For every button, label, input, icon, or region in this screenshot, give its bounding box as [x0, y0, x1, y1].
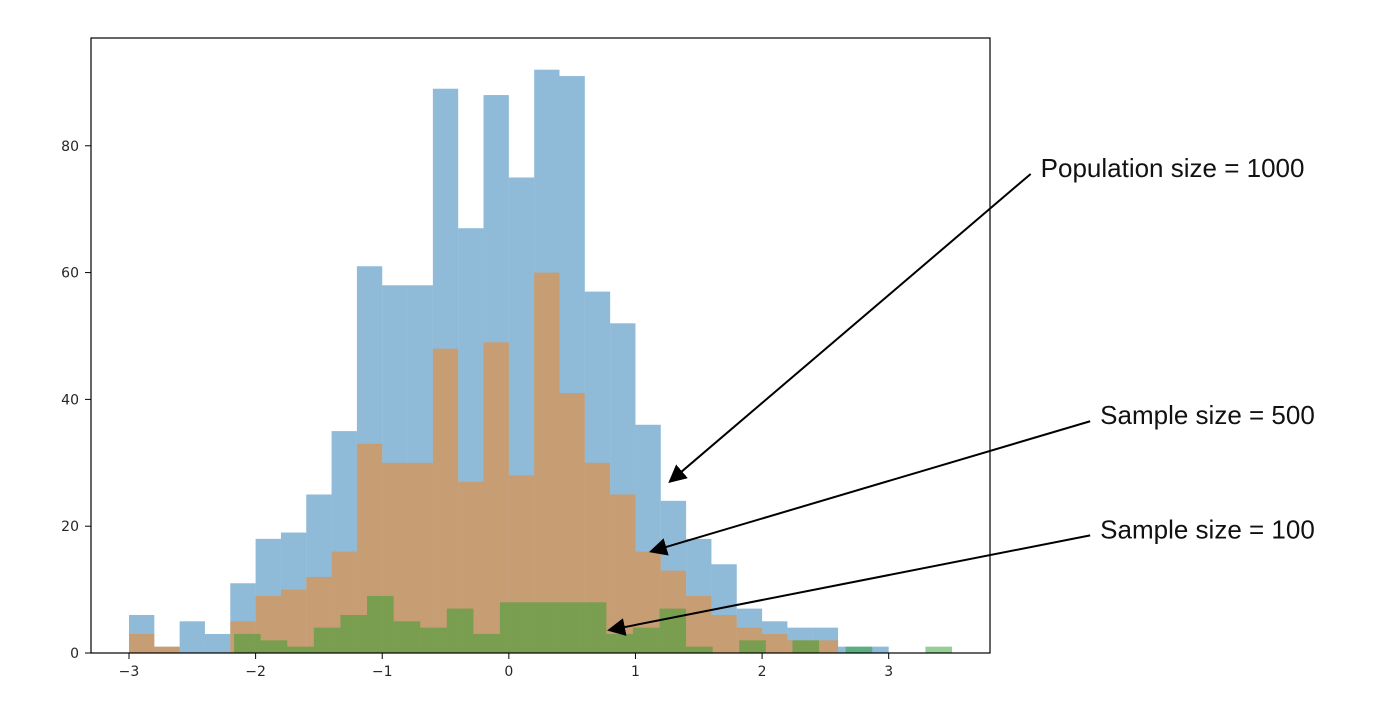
histogram-bar — [925, 646, 953, 653]
histogram-bar — [483, 342, 509, 653]
x-tick-label: −2 — [245, 664, 266, 680]
histogram-bar — [407, 462, 433, 653]
annotation-label: Sample size = 100 — [1100, 514, 1315, 544]
histogram-bar — [606, 633, 633, 653]
histogram-bar — [340, 614, 368, 653]
histogram-bar — [739, 640, 766, 653]
histogram-bar — [432, 348, 459, 653]
histogram-bar — [446, 608, 474, 653]
histogram-bar — [534, 272, 560, 653]
histogram-bar — [393, 621, 421, 653]
y-tick-label: 0 — [70, 646, 79, 662]
histogram-bar — [204, 633, 231, 653]
histogram-bar — [287, 646, 314, 653]
y-tick-label: 20 — [61, 519, 79, 535]
annotation-label: Sample size = 500 — [1100, 400, 1315, 430]
histogram-bar — [526, 602, 554, 653]
plot-frame — [90, 37, 991, 654]
annotation-arrow — [648, 420, 1091, 556]
histogram-bar — [499, 602, 527, 653]
histogram-bar — [792, 640, 820, 653]
histogram-bar — [179, 621, 205, 653]
histogram-bar — [686, 646, 713, 653]
histogram-bar — [128, 633, 155, 653]
histogram-bar — [420, 627, 447, 653]
y-tick-label: 80 — [61, 139, 79, 155]
histogram-bar — [863, 646, 889, 653]
histogram-bar — [260, 640, 288, 653]
histogram-bar — [367, 595, 394, 653]
x-tick-label: 1 — [631, 664, 640, 680]
histogram-bar — [632, 627, 660, 653]
annotation-arrow — [607, 534, 1091, 636]
histogram-bar — [553, 602, 580, 653]
histogram-bar — [762, 633, 788, 653]
histogram-bars — [128, 69, 953, 654]
y-tick-label: 60 — [61, 266, 79, 282]
x-axis: −3 −2 −1 0 1 2 3 — [119, 653, 893, 680]
annotations: Population size = 1000 Sample size = 500 S… — [607, 153, 1315, 636]
y-tick-label: 40 — [61, 392, 79, 408]
histogram-bar — [473, 633, 500, 653]
histogram-bar — [711, 614, 737, 653]
histogram-bar — [845, 646, 873, 653]
histogram-bar — [313, 627, 341, 653]
x-tick-label: 2 — [758, 664, 767, 680]
y-axis: 0 20 40 60 80 — [61, 139, 91, 662]
histogram-bar — [686, 595, 712, 653]
x-tick-label: 0 — [504, 664, 513, 680]
x-tick-label: 3 — [884, 664, 893, 680]
annotation-label: Population size = 1000 — [1041, 153, 1305, 183]
histogram-bar — [234, 633, 261, 653]
histogram-bar — [579, 602, 607, 653]
histogram-bar — [154, 646, 180, 653]
x-tick-label: −3 — [119, 664, 140, 680]
annotation-arrow — [668, 173, 1032, 483]
x-tick-label: −1 — [372, 664, 393, 680]
